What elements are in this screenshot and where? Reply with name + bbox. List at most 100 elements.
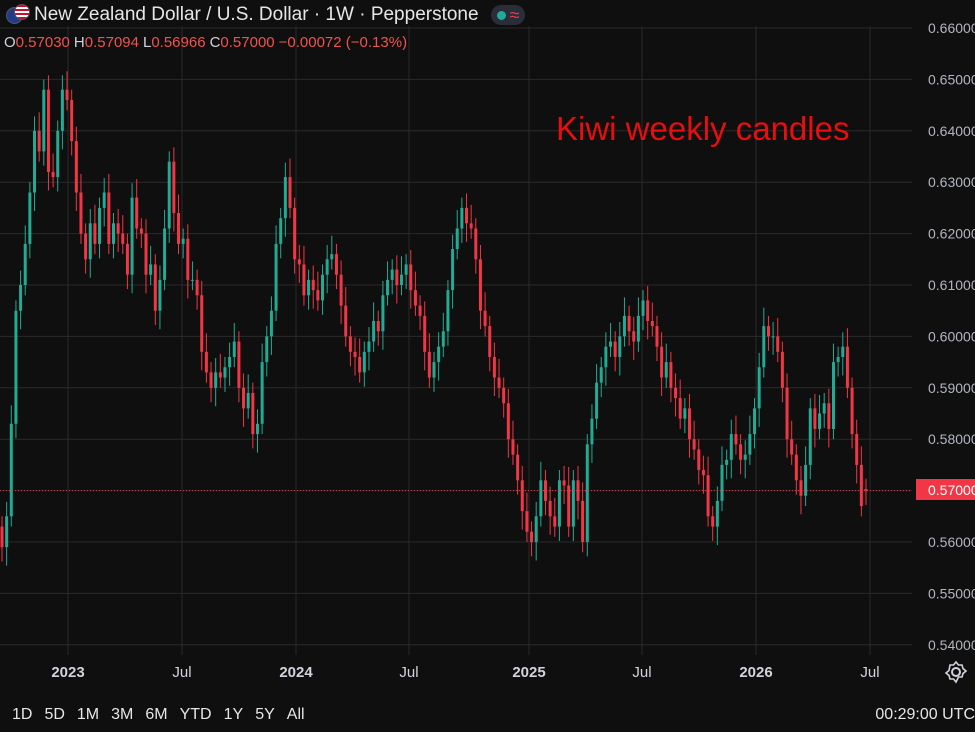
status-pill[interactable]: ≈: [490, 5, 526, 25]
candle: [506, 388, 510, 458]
candle: [478, 244, 482, 330]
candle-body: [818, 413, 822, 429]
y-tick-label: 0.61000: [928, 277, 975, 293]
open-label: O: [4, 34, 16, 51]
candle-body: [827, 403, 831, 429]
candle: [381, 280, 385, 350]
candle-body: [418, 305, 422, 316]
settings-icon[interactable]: [944, 660, 968, 684]
candle-body: [321, 274, 325, 301]
candle-body: [502, 387, 506, 404]
candle: [418, 295, 422, 331]
candle: [581, 482, 585, 553]
candle: [214, 357, 218, 407]
close-label: C: [209, 34, 221, 51]
candle-body: [557, 480, 561, 527]
candle-body: [548, 500, 552, 517]
timeframe-1m[interactable]: 1M: [76, 706, 100, 723]
candle: [804, 446, 808, 507]
high-label: H: [73, 34, 85, 51]
candle-body: [325, 259, 329, 275]
symbol-header[interactable]: New Zealand Dollar / U.S. Dollar · 1W · …: [6, 2, 526, 28]
candle: [859, 446, 863, 517]
timeframe-3m[interactable]: 3M: [111, 706, 134, 723]
candle-body: [748, 434, 752, 455]
timeframe-1d[interactable]: 1D: [12, 706, 33, 723]
candle: [553, 497, 557, 537]
candle-body: [158, 279, 162, 311]
timeframe-ytd[interactable]: YTD: [179, 706, 212, 723]
candle-body: [799, 480, 803, 496]
candle: [413, 271, 417, 316]
y-tick-label: 0.64000: [928, 123, 975, 139]
timeframe-all[interactable]: All: [286, 706, 305, 723]
candle-body: [451, 249, 455, 291]
candle: [785, 373, 789, 458]
candle: [307, 269, 311, 310]
candle-body: [255, 423, 259, 435]
candle: [818, 394, 822, 440]
candle: [423, 301, 427, 371]
candle: [190, 261, 194, 291]
candle-body: [831, 362, 835, 429]
candle: [149, 245, 153, 285]
candle: [130, 183, 134, 294]
candle: [757, 352, 761, 427]
candle-body: [692, 439, 696, 450]
candle-body: [492, 356, 496, 378]
candle: [330, 235, 334, 270]
candle-body: [697, 449, 701, 471]
candle: [697, 439, 701, 485]
candle: [14, 300, 18, 439]
candle: [79, 173, 83, 244]
candle-body: [28, 192, 32, 244]
candle-body: [223, 367, 227, 378]
x-tick-label: 2025: [512, 664, 545, 681]
candle-body: [762, 326, 766, 368]
candle-body: [251, 392, 255, 435]
candle: [255, 409, 259, 453]
timeframe-5y[interactable]: 5Y: [255, 706, 275, 723]
candle: [242, 373, 246, 427]
candle: [520, 465, 524, 530]
candle-body: [130, 197, 134, 275]
candle-body: [353, 351, 357, 357]
candle-body: [622, 315, 626, 337]
candle: [98, 197, 102, 259]
candle: [60, 75, 64, 150]
candle-body: [859, 464, 863, 507]
candle-body: [808, 408, 812, 465]
candle-body: [483, 310, 487, 327]
candle: [762, 307, 766, 378]
ohlc-legend: O0.57030 H0.57094 L0.56966 C0.57000 −0.0…: [4, 34, 407, 51]
candle: [177, 194, 181, 255]
timeframe-5d[interactable]: 5D: [44, 706, 65, 723]
candle: [799, 465, 803, 515]
candle-body: [711, 516, 715, 527]
candle: [339, 260, 343, 325]
candle: [46, 75, 50, 191]
candle: [376, 310, 380, 346]
candle: [223, 356, 227, 392]
candle: [232, 323, 236, 368]
candle-body: [720, 464, 724, 501]
timeframe-bar: 1D 5D 1M 3M 6M YTD 1Y 5Y All: [12, 706, 305, 724]
low-label: L: [142, 34, 152, 51]
candle: [28, 182, 32, 259]
candle: [469, 204, 473, 239]
timeframe-1y[interactable]: 1Y: [223, 706, 244, 723]
candle: [692, 420, 696, 460]
candle: [780, 341, 784, 403]
candle: [669, 351, 673, 403]
candle: [530, 521, 534, 557]
clock[interactable]: 00:29:00 UTC: [875, 706, 975, 723]
candle-body: [646, 300, 650, 321]
timeframe-6m[interactable]: 6M: [145, 706, 168, 723]
time-axis: 2023 Jul 2024 Jul 2025 Jul 2026 Jul: [51, 664, 879, 681]
candle-body: [632, 331, 636, 342]
candle: [609, 323, 613, 357]
candle: [790, 420, 794, 465]
chart-annotation[interactable]: Kiwi weekly candles: [556, 110, 850, 147]
candle: [427, 333, 431, 388]
